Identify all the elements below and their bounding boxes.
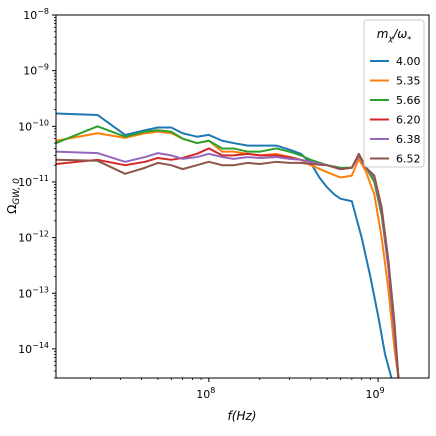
legend-label: 6.52 — [396, 153, 421, 166]
series-line-3 — [56, 125, 400, 378]
y-axis-label: ΩGW, 0 — [5, 178, 22, 214]
plot-frame — [55, 14, 430, 379]
y-tick-label: 10−10 — [18, 118, 49, 133]
legend: mχ/ω* 4.00 5.35 5.66 6.20 6.38 6.52 — [363, 19, 425, 168]
legend-label: 6.38 — [396, 133, 421, 146]
x-axis-label: f(Hz) — [228, 409, 257, 423]
legend-label: 5.66 — [396, 94, 421, 107]
y-tick-label: 10−14 — [18, 341, 49, 356]
series-line-2 — [56, 130, 400, 378]
svg-text:ΩGW, 0: ΩGW, 0 — [5, 178, 22, 214]
y-tick-label: 10−9 — [23, 63, 49, 78]
tick-layer: 10−8 10−9 10−10 10−11 10−12 10−13 10−14 108 109 — [18, 7, 384, 401]
legend-label: 5.35 — [396, 75, 421, 88]
y-tick-label: 10−13 — [18, 285, 49, 300]
y-tick-label: 10−11 — [18, 174, 49, 189]
y-tick-label: 10−8 — [23, 7, 49, 22]
series-line-6 — [56, 152, 400, 378]
x-tick-label: 109 — [366, 386, 385, 401]
series-line-1 — [56, 112, 393, 378]
legend-box — [363, 19, 425, 168]
series-layer — [56, 112, 400, 378]
legend-title: mχ/ω* — [377, 27, 412, 44]
y-tick-label: 10−12 — [18, 230, 49, 245]
legend-label: 4.00 — [396, 55, 421, 68]
x-tick-label: 108 — [196, 386, 215, 401]
y-axis-label-sub: GW, 0 — [12, 178, 22, 205]
legend-label: 6.20 — [396, 114, 421, 127]
y-axis-label-main: Ω — [5, 205, 19, 214]
